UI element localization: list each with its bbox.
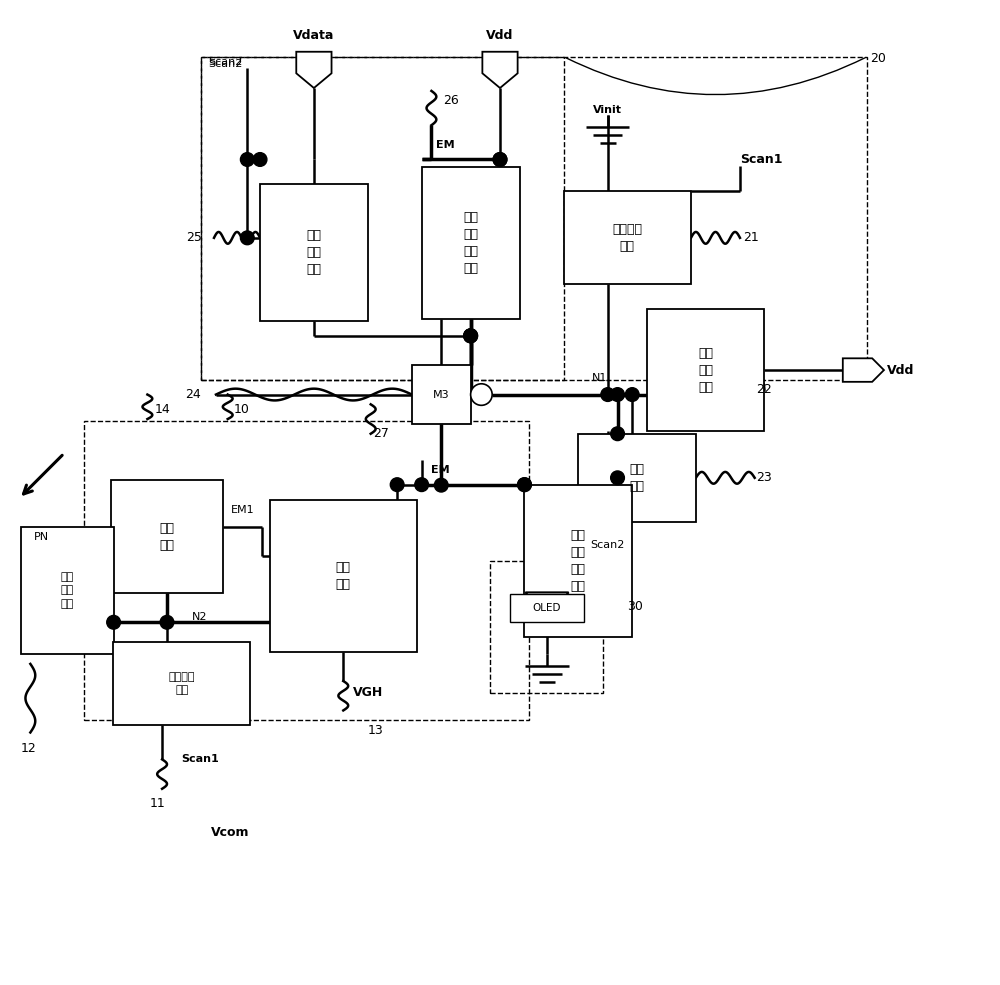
Bar <box>510 594 584 622</box>
Circle shape <box>601 388 615 402</box>
Bar <box>113 642 250 725</box>
Text: Scan1: Scan1 <box>182 755 219 764</box>
Text: 光感
单元: 光感 单元 <box>159 522 174 552</box>
Text: Vdd: Vdd <box>887 363 914 376</box>
Circle shape <box>434 479 448 492</box>
Circle shape <box>493 153 507 166</box>
Text: 10: 10 <box>234 403 249 416</box>
Circle shape <box>611 471 624 485</box>
Text: VGH: VGH <box>353 687 383 699</box>
Text: Vcom: Vcom <box>211 826 250 839</box>
Bar <box>84 421 529 720</box>
Text: EM: EM <box>431 465 450 475</box>
Circle shape <box>518 478 531 492</box>
Text: 21: 21 <box>743 231 759 244</box>
Text: 第一
发光
控制
单元: 第一 发光 控制 单元 <box>463 211 478 275</box>
Text: OLED: OLED <box>533 603 561 613</box>
Text: PN: PN <box>34 532 49 542</box>
Text: Scan2: Scan2 <box>208 59 243 70</box>
Text: 20: 20 <box>870 52 886 65</box>
Text: Scan2: Scan2 <box>591 540 625 550</box>
Bar <box>111 481 223 593</box>
Circle shape <box>464 329 477 343</box>
Text: 30: 30 <box>627 600 643 613</box>
Bar <box>412 365 471 424</box>
Text: 11: 11 <box>149 797 165 810</box>
Bar <box>647 309 764 431</box>
Circle shape <box>518 478 531 492</box>
Circle shape <box>390 478 404 492</box>
Text: 补偿
单元: 补偿 单元 <box>630 463 645 492</box>
Circle shape <box>240 231 254 244</box>
Polygon shape <box>525 592 569 620</box>
Text: 25: 25 <box>186 231 202 244</box>
Text: 27: 27 <box>373 427 389 440</box>
Text: EM1: EM1 <box>231 505 255 515</box>
Text: EM: EM <box>436 140 455 150</box>
Text: 第二
发光
控制
单元: 第二 发光 控制 单元 <box>571 529 586 593</box>
Text: 第二重置
单元: 第二重置 单元 <box>612 223 642 253</box>
Text: 26: 26 <box>443 95 459 107</box>
Bar <box>524 486 632 637</box>
Bar <box>564 191 691 285</box>
Bar <box>201 57 564 380</box>
Bar <box>260 184 368 321</box>
Circle shape <box>240 153 254 166</box>
Text: 数据
写入
单元: 数据 写入 单元 <box>306 230 321 276</box>
Text: 13: 13 <box>368 724 384 737</box>
Text: Vdata: Vdata <box>293 29 335 42</box>
Bar <box>578 433 696 522</box>
Text: 14: 14 <box>154 403 170 416</box>
Circle shape <box>611 427 624 440</box>
Circle shape <box>464 329 477 343</box>
Circle shape <box>253 153 267 166</box>
Circle shape <box>625 388 639 402</box>
Circle shape <box>107 616 120 629</box>
Text: 第一
存储
单元: 第一 存储 单元 <box>698 347 713 394</box>
Text: N2: N2 <box>191 613 207 623</box>
Text: 第一重置
单元: 第一重置 单元 <box>168 672 195 695</box>
Bar <box>270 499 417 652</box>
Text: M3: M3 <box>433 389 450 400</box>
Text: 23: 23 <box>757 471 772 485</box>
Text: 24: 24 <box>186 388 201 401</box>
Circle shape <box>611 388 624 402</box>
Polygon shape <box>843 359 884 382</box>
Circle shape <box>160 616 174 629</box>
Text: Vdd: Vdd <box>486 29 514 42</box>
Circle shape <box>464 329 477 343</box>
Bar <box>422 166 520 319</box>
Bar <box>201 57 867 380</box>
Text: Scan1: Scan1 <box>740 153 782 166</box>
Text: 22: 22 <box>757 383 772 396</box>
Circle shape <box>415 478 429 492</box>
Text: 第二
存储
单元: 第二 存储 单元 <box>60 572 74 609</box>
Text: 12: 12 <box>21 743 36 755</box>
Circle shape <box>493 153 507 166</box>
Polygon shape <box>296 52 332 88</box>
Bar <box>21 527 114 654</box>
Text: 调控
单元: 调控 单元 <box>336 560 351 591</box>
Polygon shape <box>482 52 518 88</box>
Circle shape <box>471 384 492 406</box>
Text: N1: N1 <box>592 372 608 383</box>
Text: Vinit: Vinit <box>593 105 622 115</box>
Text: Scan2: Scan2 <box>208 56 243 67</box>
Bar <box>490 561 603 693</box>
